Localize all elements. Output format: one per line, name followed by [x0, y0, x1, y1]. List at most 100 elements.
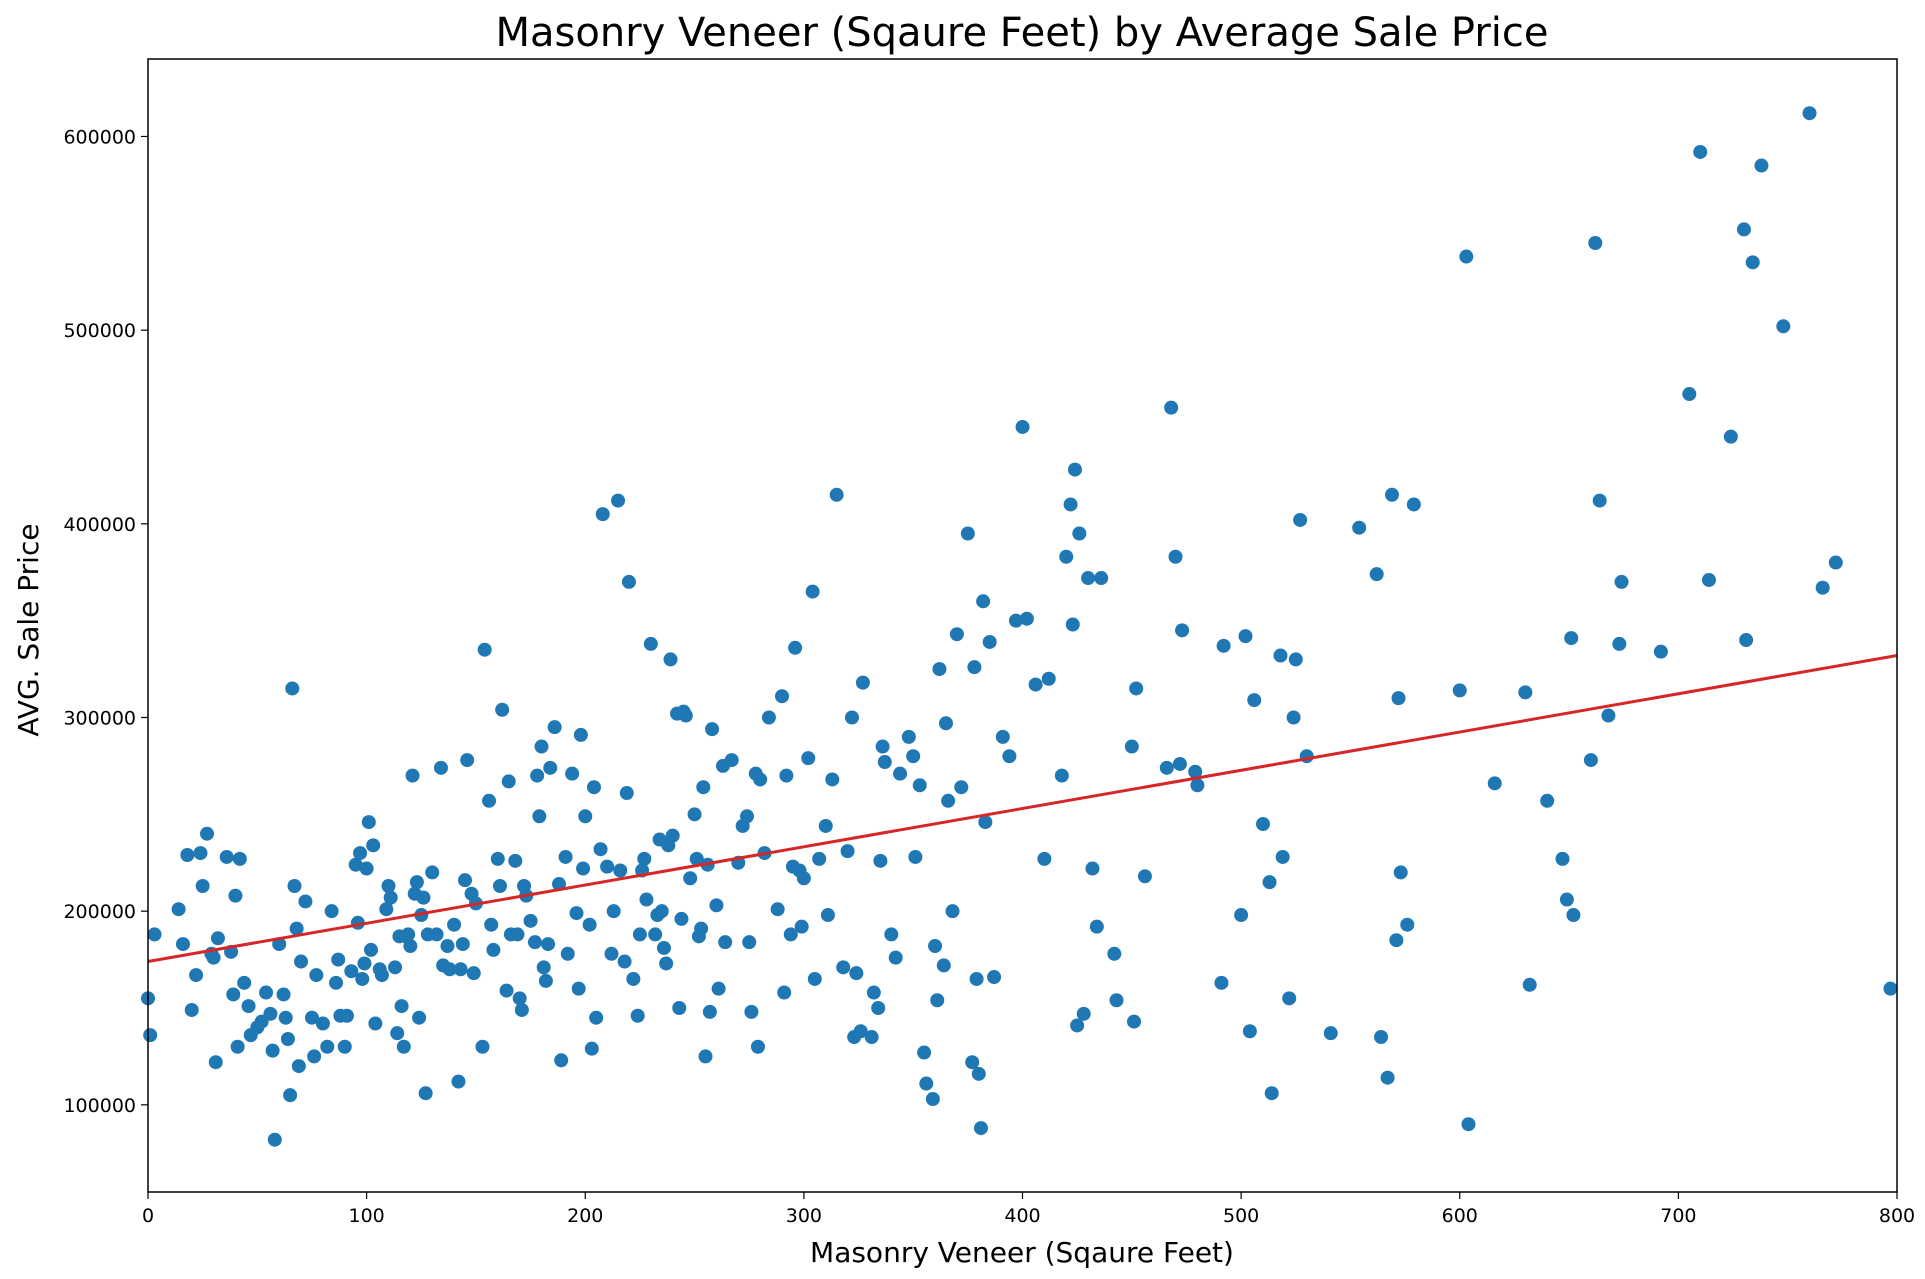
data-point	[783, 927, 798, 942]
x-tick-label: 100	[348, 1205, 384, 1227]
data-point	[775, 689, 790, 704]
data-point	[1601, 708, 1616, 723]
data-point	[919, 1076, 934, 1091]
data-point	[836, 960, 851, 975]
x-tick-label: 400	[1004, 1205, 1040, 1227]
data-point	[554, 1053, 569, 1068]
data-point	[1054, 768, 1069, 783]
data-point	[1089, 919, 1104, 934]
data-point	[724, 753, 739, 768]
trend-line	[147, 654, 1898, 964]
data-point	[908, 849, 923, 864]
data-point	[643, 636, 658, 651]
y-axis-label: AVG. Sale Price	[12, 523, 45, 736]
data-point	[1041, 671, 1056, 686]
data-point	[1109, 993, 1124, 1008]
data-point	[648, 927, 663, 942]
x-tick-label: 0	[142, 1205, 154, 1227]
data-point	[547, 720, 562, 735]
data-point	[147, 927, 162, 942]
data-point	[1612, 636, 1627, 651]
data-point	[560, 946, 575, 961]
data-point	[477, 642, 492, 657]
data-point	[1384, 487, 1399, 502]
data-point	[1019, 611, 1034, 626]
data-point	[475, 1039, 490, 1054]
data-point	[595, 507, 610, 522]
data-point	[388, 960, 403, 975]
data-point	[930, 993, 945, 1008]
data-point	[1124, 739, 1139, 754]
data-point	[639, 892, 654, 907]
data-point	[401, 927, 416, 942]
data-point	[403, 939, 418, 954]
data-point	[632, 927, 647, 942]
data-point	[982, 634, 997, 649]
data-point	[283, 1088, 298, 1103]
data-point	[412, 1010, 427, 1025]
data-point	[877, 755, 892, 770]
data-point	[866, 985, 881, 1000]
data-points	[141, 106, 1898, 1147]
data-point	[425, 865, 440, 880]
data-point	[932, 662, 947, 677]
data-point	[265, 1043, 280, 1058]
x-tick-label: 800	[1879, 1205, 1915, 1227]
data-point	[1682, 387, 1697, 402]
data-point	[941, 793, 956, 808]
data-point	[451, 1074, 466, 1089]
data-point	[742, 935, 757, 950]
data-point	[486, 942, 501, 957]
data-point	[315, 1016, 330, 1031]
data-point	[1776, 319, 1791, 334]
data-point	[973, 1121, 988, 1136]
data-point	[1137, 869, 1152, 884]
data-point	[294, 954, 309, 969]
data-point	[492, 878, 507, 893]
data-point	[884, 927, 899, 942]
data-point	[995, 729, 1010, 744]
data-point	[949, 627, 964, 642]
data-point	[320, 1039, 335, 1054]
data-point	[1723, 429, 1738, 444]
data-point	[1065, 617, 1080, 632]
data-point	[875, 739, 890, 754]
data-point	[344, 964, 359, 979]
data-point	[184, 1002, 199, 1017]
data-point	[307, 1049, 322, 1064]
data-point	[698, 1049, 713, 1064]
data-point	[694, 921, 709, 936]
data-point	[1461, 1117, 1476, 1132]
data-point	[1273, 648, 1288, 663]
x-tick-label: 200	[567, 1205, 603, 1227]
data-point	[807, 971, 822, 986]
data-point	[1070, 1018, 1085, 1033]
data-point	[873, 853, 888, 868]
data-point	[1282, 991, 1297, 1006]
data-point	[348, 857, 363, 872]
data-point	[1487, 776, 1502, 791]
data-point	[287, 878, 302, 893]
data-point	[1067, 462, 1082, 477]
data-point	[840, 844, 855, 859]
y-tick-label: 500000	[63, 320, 136, 342]
data-point	[1190, 778, 1205, 793]
data-point	[280, 1031, 295, 1046]
data-point	[405, 768, 420, 783]
data-point	[1739, 633, 1754, 648]
data-point	[829, 487, 844, 502]
data-point	[1693, 144, 1708, 159]
data-point	[672, 1001, 687, 1016]
data-point	[390, 1026, 405, 1041]
chart-title: Masonry Veneer (Sqaure Feet) by Average …	[496, 10, 1549, 56]
x-tick-label: 300	[786, 1205, 822, 1227]
data-point	[1172, 756, 1187, 771]
data-point	[1883, 981, 1898, 996]
data-point	[709, 898, 724, 913]
data-point	[1107, 946, 1122, 961]
data-point	[396, 1039, 411, 1054]
data-point	[812, 851, 827, 866]
data-point	[379, 902, 394, 917]
data-point	[1293, 512, 1308, 527]
data-point	[1008, 613, 1023, 628]
